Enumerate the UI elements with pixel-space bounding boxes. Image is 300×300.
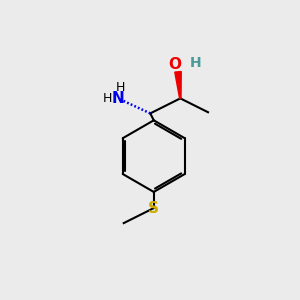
Text: S: S <box>148 201 159 216</box>
Polygon shape <box>175 71 181 98</box>
Text: H: H <box>116 82 125 94</box>
Text: O: O <box>168 57 181 72</box>
Text: N: N <box>112 91 124 106</box>
Text: H: H <box>190 56 201 70</box>
Text: H: H <box>103 92 112 105</box>
